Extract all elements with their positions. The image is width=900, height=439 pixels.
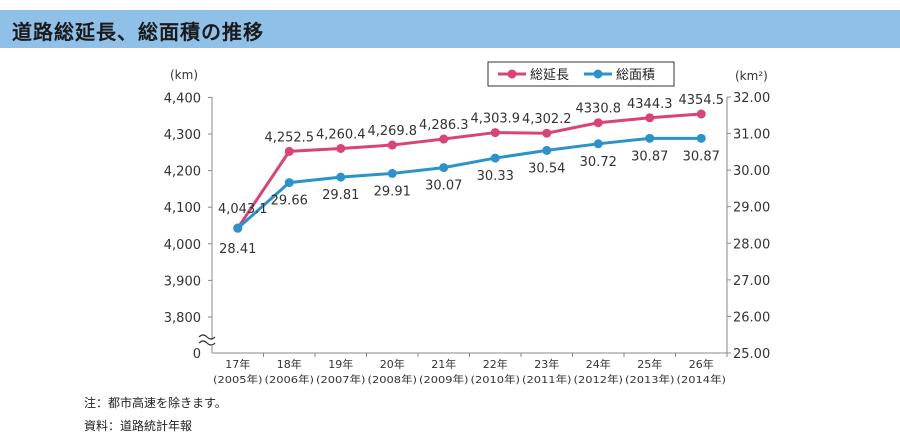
data-label-length: 4,269.8 — [367, 124, 417, 139]
data-point-length — [284, 146, 294, 156]
left-tick-label: 4,300 — [164, 128, 201, 143]
data-label-area: 28.41 — [219, 242, 256, 257]
data-label-length: 4,303.9 — [470, 112, 520, 127]
data-point-length — [645, 113, 655, 123]
x-tick-label-western-year: (2008年) — [368, 373, 418, 386]
x-tick-label-year: 23年 — [534, 357, 559, 371]
x-tick-label-western-year: (2011年) — [522, 373, 572, 386]
left-tick-label: 4,100 — [164, 201, 201, 216]
x-tick-label-western-year: (2007年) — [316, 373, 366, 386]
data-point-area — [542, 145, 552, 155]
data-label-length: 4,252.5 — [264, 130, 314, 145]
data-point-length — [387, 140, 397, 150]
left-axis-unit: (km) — [170, 68, 198, 82]
data-point-length — [439, 134, 449, 144]
data-label-length: 4,302.2 — [522, 112, 572, 127]
data-point-area — [439, 163, 449, 173]
x-tick-label-western-year: (2005年) — [213, 373, 263, 386]
data-point-area — [387, 168, 397, 178]
data-label-area: 30.87 — [683, 149, 720, 164]
x-tick-label-western-year: (2006年) — [265, 373, 315, 386]
right-tick-label: 27.00 — [733, 274, 770, 289]
right-tick-label: 29.00 — [733, 201, 770, 216]
x-tick-label-year: 17年 — [225, 357, 250, 371]
legend-swatch-area-marker — [593, 69, 603, 79]
x-tick-label-western-year: (2014年) — [677, 373, 727, 386]
left-tick-label: 4,000 — [164, 238, 201, 253]
data-label-length: 4,286.3 — [419, 118, 469, 133]
series-line-length — [236, 112, 702, 229]
data-label-area: 30.07 — [425, 179, 462, 194]
right-tick-label: 28.00 — [733, 237, 770, 252]
series-line-area — [236, 136, 702, 230]
x-tick-label-western-year: (2012年) — [574, 373, 624, 386]
data-point-length — [696, 109, 706, 119]
data-point-area — [696, 133, 706, 143]
left-tick-label: 3,800 — [164, 311, 201, 326]
data-point-length — [336, 143, 346, 153]
x-tick-label-year: 21年 — [431, 357, 456, 371]
data-label-length: 4344.3 — [627, 97, 673, 112]
right-tick-label: 25.00 — [733, 347, 770, 362]
x-tick-label-year: 19年 — [328, 357, 353, 371]
left-tick-label: 3,900 — [164, 274, 201, 289]
footnote-source: 資料：道路統計年報 — [84, 419, 193, 433]
data-point-area — [233, 223, 243, 233]
x-tick-label-year: 24年 — [586, 357, 611, 371]
right-tick-label: 30.00 — [733, 164, 770, 179]
data-point-area — [645, 133, 655, 143]
x-tick-label-year: 20年 — [380, 357, 405, 371]
left-tick-label: 4,400 — [164, 91, 201, 106]
data-label-area: 30.87 — [631, 149, 668, 164]
right-tick-label: 26.00 — [733, 310, 770, 325]
data-point-area — [490, 153, 500, 163]
data-label-area: 29.66 — [271, 194, 308, 209]
left-tick-label: 4,200 — [164, 165, 201, 180]
data-label-area: 30.33 — [477, 169, 514, 184]
title-bar: 道路総延長、総面積の推移 — [0, 10, 900, 48]
x-tick-label-western-year: (2009年) — [419, 373, 469, 386]
data-point-area — [284, 178, 294, 188]
right-tick-label: 32.00 — [733, 91, 770, 106]
x-tick-label-year: 25年 — [637, 357, 662, 371]
legend-label-area: 総面積 — [616, 68, 655, 83]
page-title: 道路総延長、総面積の推移 — [12, 20, 264, 44]
x-tick-label-year: 26年 — [689, 357, 714, 371]
data-label-area: 29.91 — [374, 184, 411, 199]
data-point-length — [542, 128, 552, 138]
footnote-exclusion: 注：都市高速を除きます。 — [84, 396, 227, 410]
right-axis-unit: (km²) — [735, 69, 768, 83]
legend-label-length: 総延長 — [530, 68, 569, 83]
data-label-length: 4,043.1 — [218, 202, 268, 217]
legend-swatch-length-marker — [507, 69, 517, 79]
data-point-length — [593, 118, 603, 128]
x-tick-label-year: 22年 — [483, 357, 508, 371]
data-label-area: 30.72 — [580, 155, 617, 170]
x-tick-label-western-year: (2010年) — [471, 373, 521, 386]
x-tick-label-western-year: (2013年) — [625, 373, 675, 386]
x-tick-label-year: 18年 — [277, 357, 302, 371]
data-label-area: 30.54 — [528, 161, 565, 176]
axis-break-mark — [198, 334, 216, 346]
data-label-area: 29.81 — [322, 188, 359, 203]
data-label-length: 4330.8 — [576, 102, 622, 117]
right-tick-label: 31.00 — [733, 128, 770, 143]
data-label-length: 4,260.4 — [316, 127, 366, 142]
data-label-length: 4354.5 — [679, 93, 725, 108]
data-point-area — [336, 172, 346, 182]
data-point-area — [593, 139, 603, 149]
data-point-length — [490, 128, 500, 138]
left-tick-label-zero: 0 — [193, 347, 201, 362]
